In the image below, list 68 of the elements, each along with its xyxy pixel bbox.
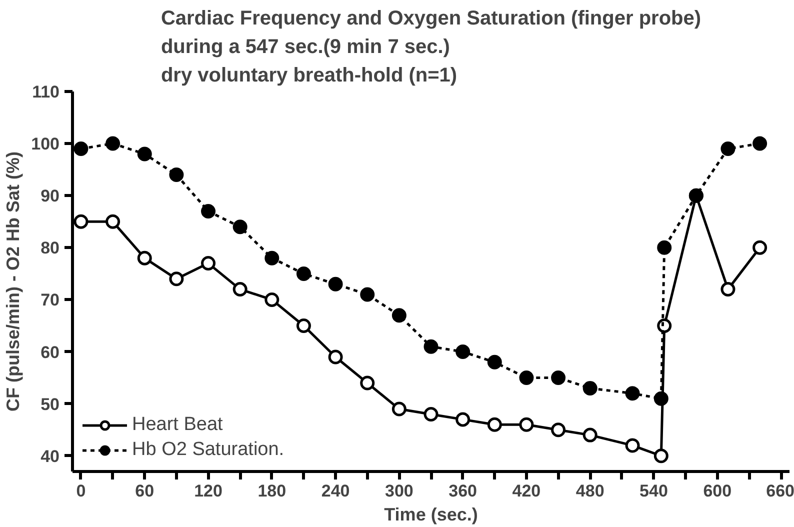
point xyxy=(582,428,598,442)
point xyxy=(424,407,438,422)
point xyxy=(296,266,311,281)
x-tick-label: 120 xyxy=(194,482,222,500)
x-tick-label: 420 xyxy=(512,482,541,500)
legend-label: Hb O2 Saturation. xyxy=(132,439,284,461)
y-tick-label: 70 xyxy=(40,290,60,310)
x-tick-label: 300 xyxy=(385,482,414,500)
point xyxy=(201,204,216,218)
point xyxy=(264,250,280,266)
point xyxy=(720,142,736,156)
point xyxy=(487,417,502,432)
point xyxy=(74,214,88,229)
x-tick-label: 660 xyxy=(766,482,794,500)
y-tick-label: 110 xyxy=(32,82,60,102)
point xyxy=(328,276,343,292)
chart-title: Cardiac Frequency and Oxygen Saturation (finger probe) during a 547 sec.(9 min 7 sec.) dry voluntary breath-hold (n=1) xyxy=(160,7,702,86)
point xyxy=(264,292,280,307)
point xyxy=(360,376,375,390)
point xyxy=(106,136,120,151)
y-axis-title: CF (pulse/min) - O2 Hb Sat (%) xyxy=(3,151,24,412)
point xyxy=(752,136,768,151)
x-tick-label: 0 xyxy=(76,482,86,500)
point xyxy=(106,214,120,229)
point xyxy=(296,318,311,333)
y-tick-label: 50 xyxy=(40,394,60,414)
y-tick-label: 90 xyxy=(40,186,60,206)
y-tick-label: 80 xyxy=(40,238,60,258)
point xyxy=(169,168,184,182)
point xyxy=(328,350,343,364)
point xyxy=(137,250,152,266)
point xyxy=(456,412,470,427)
point xyxy=(137,146,152,162)
point xyxy=(487,354,502,370)
point xyxy=(519,417,534,432)
point xyxy=(232,282,248,297)
point xyxy=(657,240,672,255)
x-tick-label: 60 xyxy=(135,482,154,500)
point xyxy=(424,339,438,354)
x-tick-label: 240 xyxy=(321,482,350,500)
point xyxy=(201,256,216,271)
point xyxy=(654,448,668,464)
point xyxy=(232,220,248,234)
point xyxy=(360,287,375,302)
x-tick-label: 360 xyxy=(448,482,478,500)
point xyxy=(169,272,184,286)
point xyxy=(720,282,736,297)
point xyxy=(551,370,566,386)
y-tick-label: 100 xyxy=(31,134,60,154)
legend-label: Heart Beat xyxy=(132,414,223,436)
x-tick-label: 540 xyxy=(640,482,668,500)
point xyxy=(551,422,566,438)
point xyxy=(654,391,668,406)
point xyxy=(752,240,768,255)
x-tick-label: 480 xyxy=(576,482,604,500)
point xyxy=(582,380,598,396)
point xyxy=(392,308,406,323)
x-tick-label: 600 xyxy=(703,482,732,500)
point xyxy=(625,438,640,453)
point xyxy=(74,142,88,156)
x-tick-label: 180 xyxy=(258,482,286,500)
x-axis-title: Time (sec.) xyxy=(384,504,478,524)
point xyxy=(625,386,640,401)
point xyxy=(392,402,406,416)
point xyxy=(456,344,470,360)
y-tick-label: 60 xyxy=(40,342,60,362)
y-tick-label: 40 xyxy=(40,446,60,466)
point xyxy=(519,370,534,386)
